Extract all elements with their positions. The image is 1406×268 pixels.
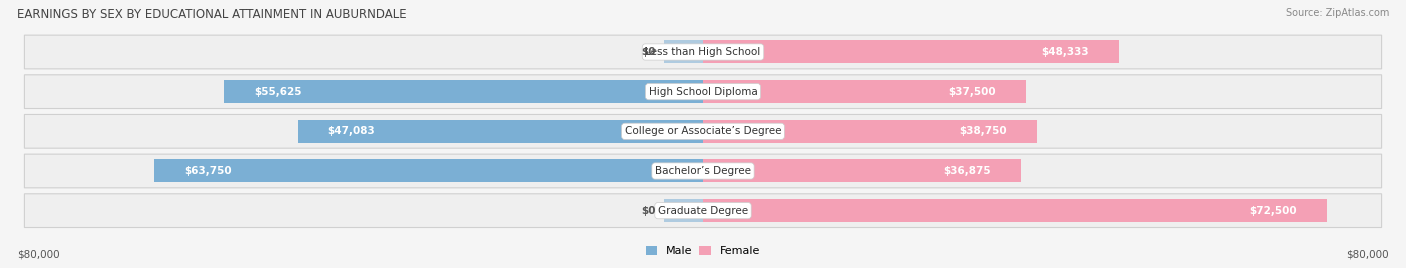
Bar bbox=[155, 159, 703, 183]
Text: High School Diploma: High School Diploma bbox=[648, 87, 758, 97]
Text: $38,750: $38,750 bbox=[959, 126, 1007, 136]
Text: EARNINGS BY SEX BY EDUCATIONAL ATTAINMENT IN AUBURNDALE: EARNINGS BY SEX BY EDUCATIONAL ATTAINMEN… bbox=[17, 8, 406, 21]
Bar bbox=[703, 199, 1327, 222]
Text: $47,083: $47,083 bbox=[328, 126, 375, 136]
Text: Bachelor’s Degree: Bachelor’s Degree bbox=[655, 166, 751, 176]
Text: Less than High School: Less than High School bbox=[645, 47, 761, 57]
Bar bbox=[664, 199, 703, 222]
Text: $63,750: $63,750 bbox=[184, 166, 232, 176]
Bar bbox=[298, 120, 703, 143]
Bar bbox=[703, 120, 1036, 143]
Text: Source: ZipAtlas.com: Source: ZipAtlas.com bbox=[1285, 8, 1389, 18]
Text: $80,000: $80,000 bbox=[1347, 250, 1389, 260]
Bar bbox=[703, 40, 1119, 64]
Text: College or Associate’s Degree: College or Associate’s Degree bbox=[624, 126, 782, 136]
Legend: Male, Female: Male, Female bbox=[641, 241, 765, 260]
Bar bbox=[224, 80, 703, 103]
FancyBboxPatch shape bbox=[24, 154, 1382, 188]
Text: $72,500: $72,500 bbox=[1250, 206, 1298, 216]
FancyBboxPatch shape bbox=[24, 75, 1382, 109]
Bar bbox=[664, 40, 703, 64]
Text: $48,333: $48,333 bbox=[1042, 47, 1090, 57]
FancyBboxPatch shape bbox=[24, 114, 1382, 148]
Text: $0: $0 bbox=[641, 206, 655, 216]
Bar bbox=[703, 80, 1026, 103]
Text: $55,625: $55,625 bbox=[254, 87, 302, 97]
Bar bbox=[703, 159, 1021, 183]
FancyBboxPatch shape bbox=[24, 35, 1382, 69]
Text: $36,875: $36,875 bbox=[943, 166, 990, 176]
Text: $80,000: $80,000 bbox=[17, 250, 59, 260]
Text: $37,500: $37,500 bbox=[948, 87, 995, 97]
Text: $0: $0 bbox=[641, 47, 655, 57]
Text: Graduate Degree: Graduate Degree bbox=[658, 206, 748, 216]
FancyBboxPatch shape bbox=[24, 194, 1382, 228]
